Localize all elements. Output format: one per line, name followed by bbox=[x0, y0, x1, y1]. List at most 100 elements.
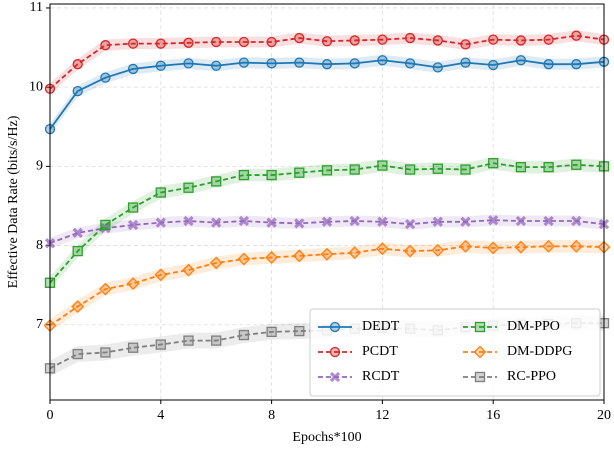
marker bbox=[460, 216, 471, 227]
marker bbox=[329, 321, 341, 333]
marker bbox=[514, 240, 528, 254]
legend-label: RCDT bbox=[362, 369, 400, 384]
series-line bbox=[49, 245, 605, 327]
marker bbox=[71, 300, 85, 313]
marker bbox=[154, 268, 168, 282]
marker bbox=[460, 164, 471, 175]
marker bbox=[488, 215, 499, 226]
marker bbox=[404, 58, 416, 69]
marker bbox=[515, 162, 527, 173]
series-line bbox=[49, 219, 605, 245]
marker bbox=[543, 59, 554, 70]
marker bbox=[100, 347, 111, 358]
marker bbox=[266, 36, 277, 48]
marker bbox=[486, 241, 500, 255]
marker bbox=[460, 39, 471, 50]
confidence-band bbox=[50, 30, 604, 95]
marker bbox=[238, 36, 250, 48]
marker bbox=[488, 59, 499, 71]
marker bbox=[432, 62, 443, 73]
legend-label: DM-PPO bbox=[507, 319, 560, 334]
marker bbox=[404, 219, 416, 230]
marker bbox=[238, 215, 250, 227]
marker bbox=[100, 223, 111, 234]
marker bbox=[294, 57, 305, 68]
confidence-band bbox=[50, 156, 604, 290]
y-tick-label: 8 bbox=[36, 238, 43, 253]
marker bbox=[238, 329, 250, 341]
marker bbox=[72, 227, 83, 239]
marker bbox=[155, 60, 166, 71]
marker bbox=[569, 239, 583, 253]
marker bbox=[127, 219, 139, 231]
y-tick-label: 7 bbox=[36, 317, 43, 332]
marker bbox=[266, 169, 277, 181]
marker bbox=[321, 165, 333, 176]
marker bbox=[211, 176, 222, 187]
marker bbox=[571, 215, 582, 227]
marker bbox=[329, 346, 341, 358]
marker bbox=[515, 55, 527, 66]
marker bbox=[543, 34, 554, 45]
marker bbox=[543, 162, 554, 173]
x-tick-label: 0 bbox=[47, 408, 54, 423]
marker bbox=[474, 321, 486, 333]
marker bbox=[321, 216, 333, 227]
marker bbox=[155, 38, 166, 49]
marker bbox=[72, 348, 83, 360]
x-tick-label: 16 bbox=[486, 408, 500, 423]
marker bbox=[542, 239, 556, 253]
x-axis-label: Epochs*100 bbox=[292, 430, 361, 445]
marker bbox=[377, 216, 388, 227]
marker bbox=[183, 58, 194, 69]
marker bbox=[515, 35, 527, 46]
confidence-band bbox=[50, 54, 604, 135]
marker bbox=[403, 244, 417, 258]
marker bbox=[211, 335, 222, 346]
marker bbox=[265, 251, 279, 264]
marker bbox=[571, 59, 582, 70]
marker bbox=[404, 32, 416, 44]
marker bbox=[209, 256, 223, 270]
marker bbox=[349, 58, 360, 69]
marker bbox=[377, 160, 388, 171]
marker bbox=[183, 215, 194, 227]
marker bbox=[211, 60, 222, 71]
marker bbox=[459, 239, 472, 253]
y-tick-label: 10 bbox=[29, 79, 43, 94]
marker bbox=[155, 187, 166, 198]
marker bbox=[155, 339, 166, 350]
marker bbox=[100, 219, 111, 231]
plot-frame bbox=[49, 3, 605, 401]
series-line bbox=[49, 34, 605, 90]
marker bbox=[127, 202, 139, 213]
legend-label: RC-PPO bbox=[507, 369, 556, 384]
marker bbox=[100, 72, 111, 83]
marker bbox=[127, 342, 139, 353]
y-axis-label: Effective Data Rate (bits/s/Hz) bbox=[6, 115, 21, 288]
marker bbox=[292, 249, 306, 263]
marker bbox=[432, 35, 443, 46]
marker bbox=[431, 243, 445, 257]
marker bbox=[432, 163, 443, 174]
marker bbox=[377, 34, 388, 45]
marker bbox=[127, 63, 139, 75]
marker bbox=[294, 325, 305, 337]
marker bbox=[72, 59, 83, 70]
legend-label: PCDT bbox=[362, 344, 398, 359]
marker bbox=[183, 335, 194, 346]
marker bbox=[377, 55, 388, 66]
marker bbox=[237, 252, 251, 266]
y-tick-label: 9 bbox=[36, 159, 43, 174]
marker bbox=[266, 326, 277, 338]
marker bbox=[404, 164, 416, 175]
marker bbox=[183, 182, 194, 193]
marker bbox=[432, 216, 443, 227]
marker bbox=[571, 159, 582, 170]
marker bbox=[72, 85, 83, 97]
marker bbox=[488, 34, 499, 45]
legend-label: DM-DDPG bbox=[507, 344, 572, 359]
marker bbox=[155, 217, 166, 228]
marker bbox=[182, 263, 195, 277]
marker bbox=[238, 57, 250, 68]
